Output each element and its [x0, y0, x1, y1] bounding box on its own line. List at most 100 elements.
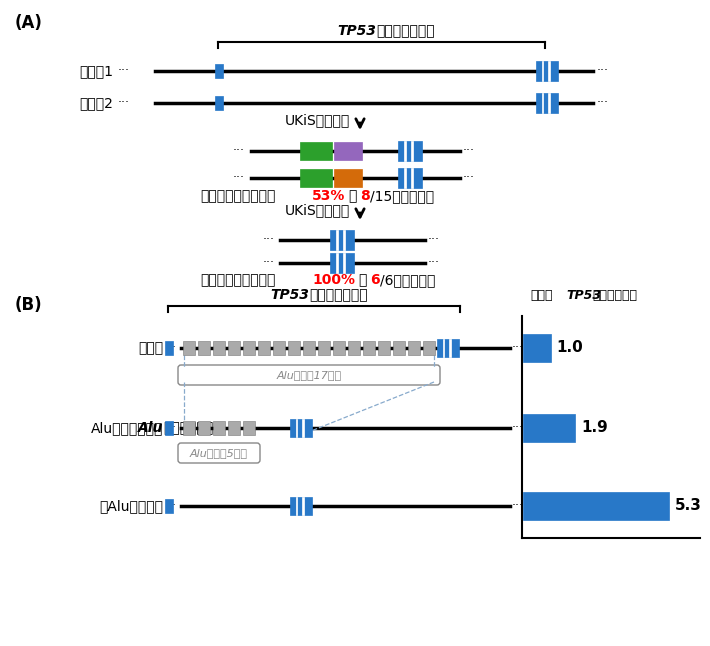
Bar — [258, 341, 270, 355]
Text: ···: ··· — [463, 145, 475, 158]
Bar — [165, 341, 173, 355]
Bar — [411, 168, 413, 188]
Bar — [290, 419, 312, 437]
Bar — [302, 497, 304, 515]
Bar — [536, 93, 558, 113]
Bar — [198, 341, 210, 355]
Bar — [302, 419, 304, 437]
Text: ···: ··· — [428, 233, 440, 247]
Bar — [183, 341, 195, 355]
Bar — [303, 341, 315, 355]
Bar — [213, 421, 225, 435]
Text: 染色体2: 染色体2 — [79, 96, 113, 110]
Bar — [334, 169, 362, 187]
Text: ···: ··· — [233, 171, 245, 185]
Text: 染色体1: 染色体1 — [79, 64, 113, 78]
Text: 目的細胞取得効率：: 目的細胞取得効率： — [200, 189, 275, 203]
Text: （: （ — [358, 273, 366, 287]
Text: ···: ··· — [165, 421, 177, 435]
Bar — [213, 341, 225, 355]
Bar — [334, 142, 362, 160]
Bar — [404, 141, 405, 161]
Bar — [393, 341, 405, 355]
Text: TP53: TP53 — [270, 288, 309, 302]
Text: 野生型: 野生型 — [138, 341, 163, 355]
Bar — [363, 341, 375, 355]
Text: ···: ··· — [428, 256, 440, 269]
Bar — [523, 334, 550, 362]
Bar — [215, 64, 223, 78]
Bar — [330, 230, 354, 250]
Bar — [523, 492, 669, 520]
Text: 目的細胞取得効率：: 目的細胞取得効率： — [200, 273, 275, 287]
Text: 1.0: 1.0 — [557, 340, 583, 355]
Bar — [398, 168, 422, 188]
Bar — [523, 414, 575, 442]
Bar — [336, 253, 337, 273]
Bar — [378, 341, 390, 355]
Bar — [300, 142, 332, 160]
Text: Alu配列（17個）: Alu配列（17個） — [276, 370, 342, 380]
Bar — [290, 497, 312, 515]
Bar — [542, 93, 543, 113]
Text: 配列部分欠損: 配列部分欠損 — [163, 421, 213, 435]
Bar — [165, 499, 173, 513]
Text: ···: ··· — [597, 96, 609, 110]
Text: ···: ··· — [597, 65, 609, 78]
Text: 全Alu配列欠損: 全Alu配列欠損 — [99, 499, 163, 513]
Bar — [542, 61, 543, 81]
Text: 遣伝子転写量: 遣伝子転写量 — [592, 289, 637, 302]
Bar — [288, 341, 300, 355]
Text: UKiS第２段階: UKiS第２段階 — [285, 203, 350, 217]
Bar — [437, 339, 459, 357]
Bar — [243, 341, 255, 355]
Text: （: （ — [348, 189, 356, 203]
Bar — [449, 339, 451, 357]
Bar — [343, 230, 344, 250]
Text: 6: 6 — [370, 273, 380, 287]
Text: /15クローン）: /15クローン） — [370, 189, 434, 203]
Text: UKiS第１段階: UKiS第１段階 — [285, 113, 350, 127]
Text: 5.3: 5.3 — [674, 499, 701, 514]
Text: 1.9: 1.9 — [581, 421, 608, 435]
Text: ···: ··· — [512, 342, 524, 355]
Text: Alu配列（5個）: Alu配列（5個） — [190, 448, 248, 458]
Bar — [343, 253, 344, 273]
Bar — [215, 96, 223, 110]
Text: 第１イントロン: 第１イントロン — [376, 24, 435, 38]
Bar — [243, 421, 255, 435]
Text: 8: 8 — [360, 189, 370, 203]
Bar — [300, 169, 332, 187]
Text: TP53: TP53 — [338, 24, 376, 38]
Text: TP53: TP53 — [566, 289, 601, 302]
Bar — [295, 419, 297, 437]
Bar — [408, 341, 420, 355]
Bar — [442, 339, 444, 357]
Text: 100%: 100% — [312, 273, 355, 287]
Bar — [198, 421, 210, 435]
Text: /6クローン）: /6クローン） — [380, 273, 435, 287]
Bar — [330, 253, 354, 273]
Bar — [333, 341, 345, 355]
Text: Alu配列部分欠損: Alu配列部分欠損 — [91, 421, 163, 435]
Text: ···: ··· — [263, 256, 275, 269]
Text: (A): (A) — [15, 14, 43, 32]
Text: 第１イントロン: 第１イントロン — [309, 288, 368, 302]
Bar — [536, 61, 558, 81]
Text: ···: ··· — [165, 499, 177, 512]
Bar — [398, 141, 422, 161]
Text: (B): (B) — [15, 296, 43, 314]
Bar — [273, 341, 285, 355]
Bar — [411, 141, 413, 161]
Text: ···: ··· — [118, 65, 130, 78]
Text: 53%: 53% — [312, 189, 345, 203]
Bar — [404, 168, 405, 188]
Text: 相対的: 相対的 — [530, 289, 552, 302]
Bar — [318, 341, 330, 355]
Bar — [423, 341, 435, 355]
Text: ···: ··· — [512, 499, 524, 512]
Bar — [165, 421, 173, 435]
Bar — [348, 341, 360, 355]
Text: ···: ··· — [463, 171, 475, 185]
Text: ···: ··· — [233, 145, 245, 158]
